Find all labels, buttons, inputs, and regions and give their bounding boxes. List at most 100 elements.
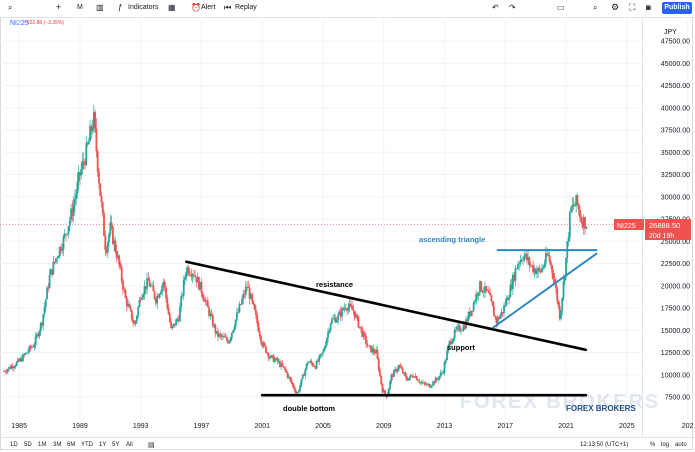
candle-down [211, 315, 214, 327]
candle-up [518, 263, 521, 265]
time-tick-label: 1997 [194, 423, 210, 430]
candle-down [261, 342, 264, 347]
candle-up [184, 277, 186, 280]
redo-icon[interactable]: ↷ [509, 3, 516, 12]
candle-up [408, 377, 410, 381]
chart-type-icon[interactable]: ▥ [96, 3, 104, 12]
percent-toggle[interactable]: % [650, 442, 656, 448]
range-1m[interactable]: 1M [38, 442, 47, 448]
time-tick-label: 2025 [619, 423, 635, 430]
search-icon[interactable]: ⌕ [593, 3, 598, 12]
candle-down [346, 308, 348, 311]
candle-up [236, 312, 238, 320]
candle-up [273, 359, 276, 362]
candle-down [225, 337, 228, 341]
candle-down [253, 304, 256, 310]
candle-down [272, 355, 275, 362]
range-6m[interactable]: 6M [67, 442, 76, 448]
candle-up [244, 286, 247, 295]
candle-down [360, 326, 362, 329]
candle-down [165, 287, 167, 298]
candle-down [129, 306, 132, 311]
candle-down [381, 384, 384, 393]
candle-up [570, 207, 573, 213]
range-5y[interactable]: 5Y [112, 442, 120, 448]
candle-down [23, 354, 26, 356]
candle-down [553, 279, 556, 283]
candle-down [18, 359, 21, 362]
search-symbol-icon[interactable]: ⌕ [8, 3, 13, 12]
auto-toggle[interactable]: auto [675, 442, 687, 448]
candle-down [584, 217, 586, 229]
candle-down [399, 365, 402, 368]
range-1d[interactable]: 1D [10, 442, 18, 448]
candle-up [30, 346, 33, 349]
replay-button[interactable]: Replay [235, 4, 257, 11]
candle-up [204, 300, 207, 302]
candle-up [175, 319, 178, 326]
candle-down [111, 226, 114, 244]
candle-up [523, 255, 526, 261]
alert-icon: ⏰ [191, 3, 201, 12]
candle-down [486, 290, 489, 292]
candle-up [422, 382, 424, 384]
layout-icon[interactable]: ▭ [557, 3, 565, 12]
candle-down [367, 345, 370, 347]
date-range-icon[interactable]: ▤ [148, 442, 155, 449]
candle-down [153, 291, 156, 299]
range-1y[interactable]: 1Y [99, 442, 107, 448]
candle-down [313, 365, 316, 367]
candle-down [374, 352, 376, 354]
time-tick-label: 2005 [315, 423, 331, 430]
range-ytd[interactable]: YTD [81, 442, 93, 448]
candle-up [249, 294, 252, 299]
candle-up [280, 363, 283, 367]
candle-up [565, 257, 567, 277]
log-toggle[interactable]: log [661, 442, 670, 448]
timeframe-button[interactable]: M [77, 4, 83, 11]
publish-button[interactable]: Publish [662, 2, 692, 14]
price-tick-label: 30000.00 [661, 194, 690, 201]
candle-up [268, 357, 271, 359]
candle-down [404, 372, 407, 376]
candle-down [266, 352, 269, 354]
candle-up [117, 255, 119, 259]
candle-down [79, 172, 81, 176]
candle-down [124, 289, 127, 299]
candle-up [209, 313, 212, 316]
alert-button[interactable]: Alert [201, 4, 216, 11]
candle-up [14, 365, 17, 367]
candle-up [10, 365, 13, 369]
add-symbol-icon[interactable]: + [56, 2, 62, 12]
candle-down [9, 367, 12, 369]
candle-up [230, 332, 233, 339]
candle-up [42, 314, 45, 326]
range-all[interactable]: All [126, 442, 133, 448]
candle-up [63, 233, 66, 237]
candle-down [133, 322, 136, 325]
range-5d[interactable]: 5D [24, 442, 32, 448]
settings-icon[interactable]: ⚙ [611, 2, 620, 12]
candle-up [451, 341, 454, 345]
undo-icon[interactable]: ↶ [492, 3, 499, 12]
range-3m[interactable]: 3M [53, 442, 62, 448]
clock[interactable]: 12:13:50 (UTC+1) [580, 442, 629, 448]
indicators-button[interactable]: Indicators [128, 4, 159, 11]
candle-down [37, 334, 40, 337]
fullscreen-icon[interactable]: ⛶ [629, 2, 636, 12]
candle-down [263, 342, 266, 347]
candle-up [318, 356, 321, 362]
legend-change: −932.86 (−3.35%) [24, 20, 65, 26]
candle-down [372, 348, 375, 353]
candle-up [475, 293, 478, 302]
candle-up [327, 331, 329, 339]
candle-down [210, 313, 213, 316]
candle-up [333, 318, 336, 319]
candle-down [405, 375, 408, 380]
candle-down [368, 345, 371, 347]
candle-down [495, 317, 498, 323]
camera-icon[interactable]: ◙ [646, 3, 651, 12]
templates-icon[interactable]: ▦ [168, 3, 176, 12]
candle-down [276, 358, 279, 362]
